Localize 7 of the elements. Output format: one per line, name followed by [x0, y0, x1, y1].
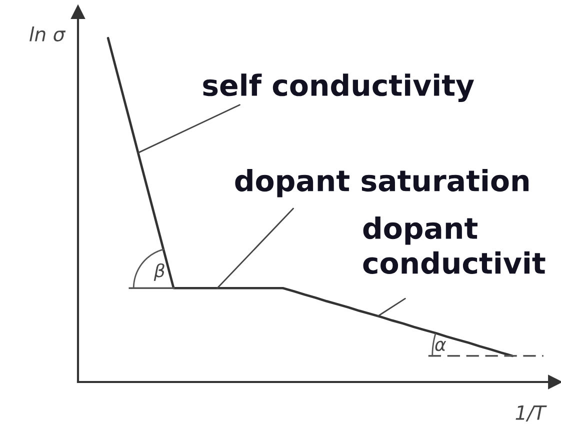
x-axis-title: 1/T [516, 406, 547, 422]
y-axis-title: ln σ [30, 26, 66, 42]
annotation: dopant conductivit [363, 216, 546, 274]
annotation: β [154, 263, 164, 281]
annotation: α [435, 340, 446, 352]
annotation: dopant saturation [235, 169, 528, 198]
annotation: self conductivity [203, 74, 474, 102]
